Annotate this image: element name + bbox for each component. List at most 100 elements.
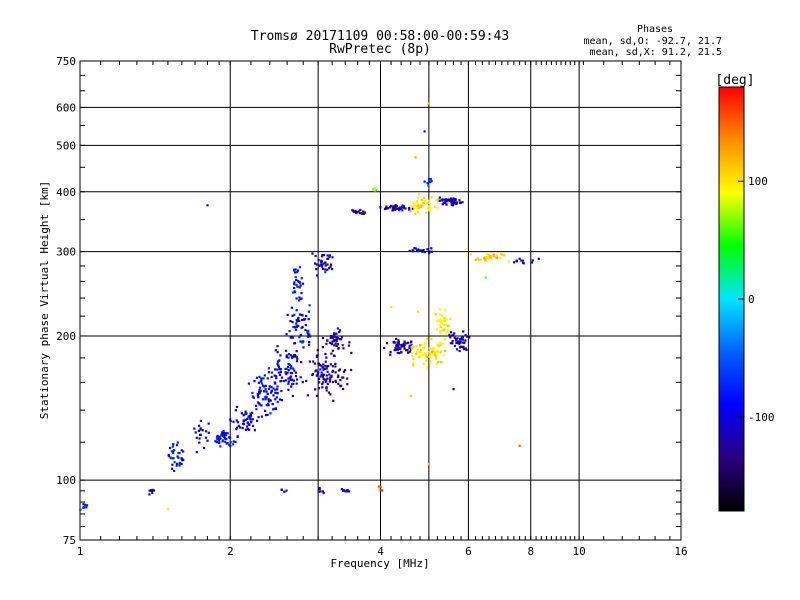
data-point bbox=[225, 432, 228, 435]
data-point bbox=[293, 313, 296, 316]
data-point bbox=[275, 377, 278, 380]
data-point bbox=[409, 348, 413, 351]
data-point bbox=[326, 382, 329, 386]
data-point bbox=[426, 182, 429, 185]
data-point bbox=[428, 208, 431, 211]
data-point bbox=[299, 376, 302, 379]
data-point bbox=[348, 490, 351, 493]
data-point bbox=[394, 203, 397, 207]
data-point bbox=[206, 204, 209, 207]
minor-ticks bbox=[80, 61, 681, 540]
data-point bbox=[435, 198, 438, 202]
data-point bbox=[335, 336, 338, 339]
data-point bbox=[171, 445, 174, 448]
data-point bbox=[295, 382, 298, 385]
data-point bbox=[217, 439, 221, 442]
data-point bbox=[397, 209, 401, 212]
data-point bbox=[321, 373, 324, 377]
data-point bbox=[334, 342, 337, 345]
data-point bbox=[392, 341, 395, 344]
data-point bbox=[242, 422, 245, 425]
data-point bbox=[314, 255, 317, 258]
data-point bbox=[169, 446, 172, 450]
data-point bbox=[176, 441, 179, 444]
data-point bbox=[151, 491, 154, 494]
data-point bbox=[317, 387, 321, 390]
data-point bbox=[276, 392, 279, 395]
x-axis-label: Frequency [MHz] bbox=[330, 557, 429, 570]
data-point bbox=[244, 410, 247, 413]
data-point bbox=[433, 353, 437, 357]
data-point bbox=[256, 393, 259, 396]
data-point bbox=[264, 384, 267, 387]
data-point bbox=[251, 424, 255, 427]
data-point bbox=[204, 436, 207, 439]
data-point bbox=[328, 255, 331, 258]
data-point bbox=[456, 337, 459, 340]
data-point bbox=[450, 203, 453, 206]
data-point bbox=[427, 178, 431, 181]
data-point bbox=[331, 380, 335, 384]
data-point bbox=[324, 264, 327, 267]
data-point bbox=[215, 436, 218, 439]
data-point bbox=[301, 282, 305, 285]
data-point bbox=[408, 344, 411, 347]
data-point bbox=[334, 338, 337, 341]
data-point bbox=[306, 394, 309, 397]
data-point bbox=[391, 206, 394, 209]
data-point bbox=[397, 346, 400, 349]
data-point bbox=[337, 382, 340, 385]
data-point bbox=[148, 493, 151, 496]
data-point bbox=[453, 202, 456, 205]
data-point bbox=[342, 376, 345, 379]
data-point bbox=[344, 490, 347, 493]
data-point bbox=[320, 259, 323, 262]
data-point bbox=[293, 281, 296, 284]
data-point bbox=[360, 212, 363, 215]
data-point bbox=[518, 257, 521, 260]
data-point bbox=[397, 343, 401, 346]
y-tick-label: 75 bbox=[63, 534, 76, 547]
data-point bbox=[182, 450, 185, 453]
data-point bbox=[270, 389, 273, 392]
data-point bbox=[430, 196, 433, 199]
data-point bbox=[306, 335, 310, 338]
data-point bbox=[466, 335, 469, 338]
data-point bbox=[338, 329, 342, 332]
data-point bbox=[315, 268, 318, 271]
data-point bbox=[450, 198, 453, 201]
data-point bbox=[439, 308, 442, 311]
data-point bbox=[265, 390, 268, 393]
data-point bbox=[423, 130, 426, 133]
data-point bbox=[321, 375, 325, 378]
data-point bbox=[427, 184, 430, 187]
chart-subtitle: RwPretec (8p) bbox=[329, 42, 431, 57]
data-point bbox=[446, 330, 449, 334]
data-point bbox=[253, 429, 256, 432]
data-point bbox=[329, 393, 332, 396]
data-point bbox=[267, 367, 270, 370]
data-point bbox=[236, 435, 239, 438]
data-point bbox=[340, 336, 343, 339]
data-point bbox=[295, 350, 298, 353]
phase-annotation-o-mode: mean, sd,O: -92.7, 21.7 bbox=[584, 36, 722, 47]
data-point bbox=[408, 350, 411, 353]
data-point bbox=[324, 268, 327, 271]
data-point bbox=[285, 333, 288, 336]
data-point bbox=[331, 365, 334, 368]
data-point bbox=[413, 207, 416, 210]
data-point bbox=[337, 347, 340, 350]
data-point bbox=[372, 188, 375, 191]
data-point bbox=[476, 257, 479, 260]
data-point bbox=[453, 332, 456, 335]
data-point bbox=[272, 394, 275, 397]
data-point bbox=[278, 367, 281, 371]
data-point bbox=[427, 202, 430, 205]
data-point bbox=[325, 374, 328, 377]
data-point bbox=[194, 431, 197, 434]
data-point bbox=[428, 352, 431, 355]
x-tick-label: 10 bbox=[572, 545, 585, 558]
data-point bbox=[180, 457, 183, 460]
x-tick-label: 8 bbox=[527, 545, 534, 558]
data-point bbox=[420, 204, 423, 207]
